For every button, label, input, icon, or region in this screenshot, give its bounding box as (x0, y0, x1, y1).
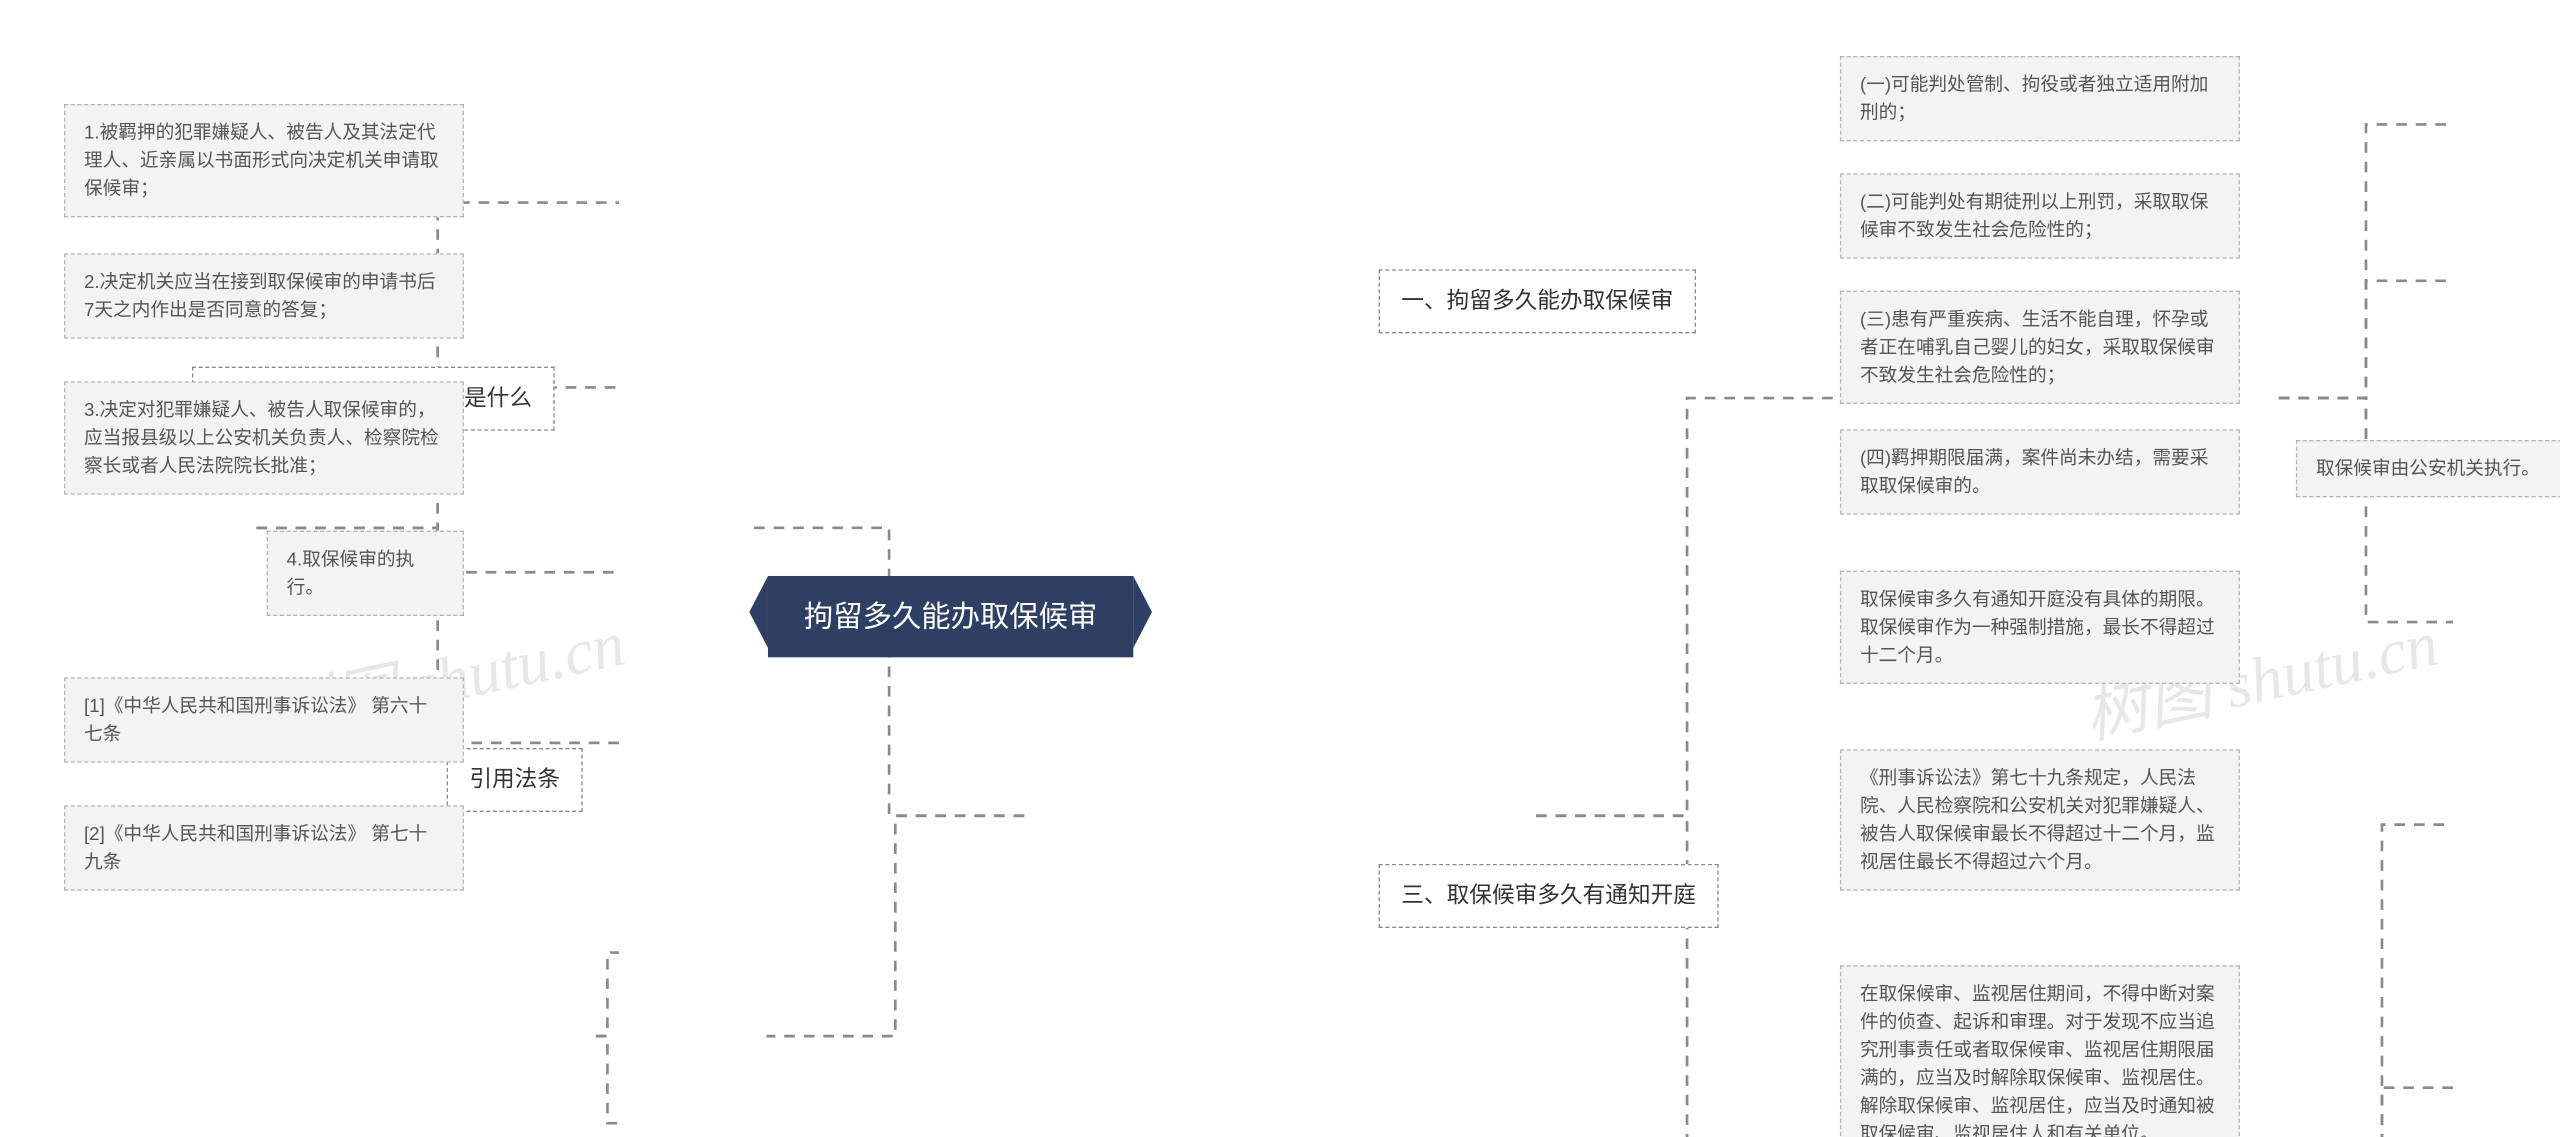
leaf-b1-4a: 取保候审由公安机关执行。 (2296, 440, 2560, 497)
leaf-b1-2: (二)可能判处有期徒刑以上刑罚，采取取保候审不致发生社会危险性的； (1840, 173, 2240, 258)
leaf-b2-2: 2.决定机关应当在接到取保候审的申请书后7天之内作出是否同意的答复； (64, 253, 464, 338)
leaf-b1-1: (一)可能判处管制、拘役或者独立适用附加刑的； (1840, 56, 2240, 141)
leaf-b4-2: [2]《中华人民共和国刑事诉讼法》 第七十九条 (64, 805, 464, 890)
leaf-b2-1: 1.被羁押的犯罪嫌疑人、被告人及其法定代理人、近亲属以书面形式向决定机关申请取保… (64, 104, 464, 217)
leaf-b3-3: 在取保候审、监视居住期间，不得中断对案件的侦查、起诉和审理。对于发现不应当追究刑… (1840, 965, 2240, 1137)
leaf-b2-4: 4.取保候审的执行。 (267, 531, 464, 616)
leaf-b3-2: 《刑事诉讼法》第七十九条规定，人民法院、人民检察院和公安机关对犯罪嫌疑人、被告人… (1840, 749, 2240, 890)
leaf-b1-4: (四)羁押期限届满，案件尚未办结，需要采取取保候审的。 (1840, 429, 2240, 514)
leaf-b3-1: 取保候审多久有通知开庭没有具体的期限。取保候审作为一种强制措施，最长不得超过十二… (1840, 571, 2240, 684)
root-node: 拘留多久能办取保候审 (768, 576, 1133, 657)
leaf-b4-1: [1]《中华人民共和国刑事诉讼法》 第六十七条 (64, 677, 464, 762)
branch-4: 引用法条 (447, 748, 583, 811)
leaf-b2-3: 3.决定对犯罪嫌疑人、被告人取保候审的，应当报县级以上公安机关负责人、检察院检察… (64, 381, 464, 494)
branch-3: 三、取保候审多久有通知开庭 (1379, 864, 1719, 927)
leaf-b1-3: (三)患有严重疾病、生活不能自理，怀孕或者正在哺乳自己婴儿的妇女，采取取保候审不… (1840, 291, 2240, 404)
stage: 树图 shutu.cn 树图 shutu.cn 拘留多久能办取保候审 一、拘留多… (0, 0, 2560, 1137)
branch-1: 一、拘留多久能办取保候审 (1379, 269, 1696, 332)
